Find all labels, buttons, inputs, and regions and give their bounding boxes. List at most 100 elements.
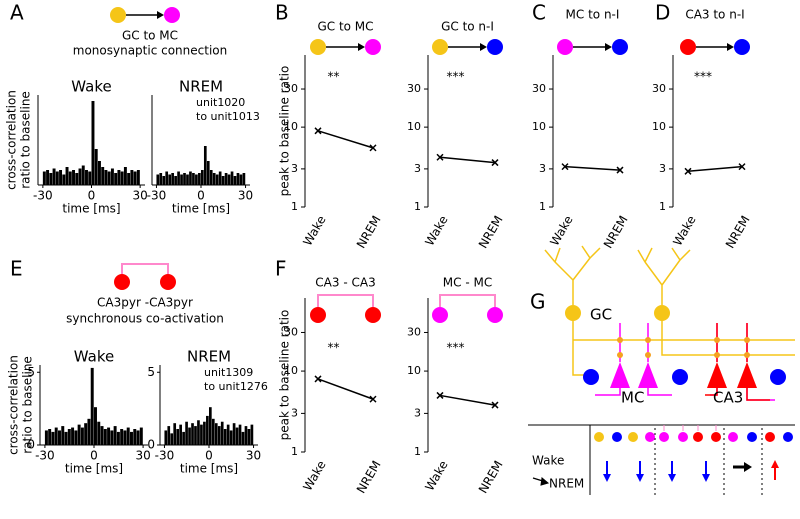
hist-bar [123, 167, 127, 185]
hist-bar [97, 421, 101, 445]
hist-bar [185, 421, 188, 445]
x-tick-label: -30 [147, 189, 167, 203]
link-head [605, 43, 612, 51]
hist-bar [236, 173, 240, 185]
cell-label: MC [621, 389, 644, 407]
mean-line [439, 394, 496, 406]
mean-line [439, 156, 496, 164]
annotation: unit1309 [204, 366, 253, 379]
x-tick-label: NREM [354, 213, 384, 251]
y-tick-label: 30 [407, 325, 421, 338]
mean-line [564, 165, 621, 171]
hist-bar [170, 433, 174, 445]
cell-label: CA3 [713, 389, 743, 407]
hist-bar [194, 426, 197, 445]
y-tick-label: 10 [532, 120, 546, 133]
hist-title: NREM [187, 348, 231, 366]
hist-bar [203, 146, 207, 185]
node [310, 307, 326, 323]
y-tick-label: 1 [414, 445, 421, 458]
x-tick-label: -30 [33, 189, 53, 203]
hist-bar [220, 421, 224, 445]
hist-bar [139, 427, 143, 445]
hist-bar [130, 431, 133, 445]
x-tick-label: -30 [155, 449, 175, 463]
hist-bar [54, 427, 58, 445]
hist-bar [235, 427, 239, 445]
hist-bar [156, 174, 160, 185]
hist-bar [100, 426, 104, 445]
x-tick-label: NREM [354, 458, 384, 496]
hist-bar [88, 171, 92, 185]
hist-bar [218, 171, 222, 185]
hist-bar [46, 170, 50, 185]
cell-label: GC [590, 306, 612, 324]
y-tick-label: 30 [284, 82, 298, 95]
hist-bar [107, 427, 111, 445]
node [310, 39, 326, 55]
x-tick-label: Wake [422, 458, 450, 493]
x-tick-label: 0 [197, 189, 205, 203]
hist-bar [212, 173, 216, 185]
link-head [480, 43, 487, 51]
y-tick-label: 5 [147, 365, 155, 379]
hist-bar [189, 171, 192, 185]
header: synchronous co-activation [66, 312, 224, 326]
hist-bar [230, 171, 234, 185]
hist-bar [215, 174, 219, 185]
hist-bar [165, 171, 169, 185]
hist-bar [90, 367, 94, 445]
hist-bar [168, 174, 172, 185]
hist-bar [227, 174, 231, 185]
hist-bar [101, 167, 105, 185]
hist-bar [217, 426, 221, 445]
hist-bar [179, 424, 182, 445]
y-tick-label: 0 [27, 438, 35, 452]
y-tick-label: 1 [539, 200, 546, 213]
hist-bar [107, 171, 111, 185]
hist-bar [191, 423, 194, 445]
hist-bar [244, 426, 248, 445]
hist-bar [206, 415, 209, 445]
hist-bar [42, 171, 46, 185]
hist-bar [71, 427, 75, 445]
y-tick-label: 3 [291, 406, 298, 419]
x-tick-label: Wake [300, 213, 328, 248]
x-tick-label: NREM [723, 213, 753, 251]
hist-bar [62, 174, 66, 185]
chart-title: MC - MC [443, 276, 492, 290]
hist-bar [110, 430, 114, 445]
hist-bar [209, 407, 212, 445]
hist-bar [94, 149, 98, 185]
hist-bar [195, 174, 198, 185]
hist-bar [206, 161, 210, 185]
y-axis-label: cross-correlation [7, 355, 21, 455]
summary-icons [594, 425, 793, 482]
y-tick-label: 30 [284, 325, 298, 338]
significance: *** [447, 70, 465, 84]
panel-label: F [275, 257, 287, 281]
hist-bar [127, 173, 131, 185]
y-tick-label: 3 [659, 162, 666, 175]
mean-marker [369, 144, 377, 152]
y-tick-label: 10 [407, 120, 421, 133]
x-tick-label: 30 [135, 449, 150, 463]
x-tick-label: Wake [547, 213, 575, 248]
hist-bar [192, 173, 195, 185]
header: GC to MC [122, 29, 178, 43]
x-axis-label: time [ms] [62, 202, 120, 216]
hist-bar [233, 176, 237, 185]
hist-title: Wake [74, 348, 114, 366]
node [432, 307, 448, 323]
y-axis-label: ratio to baseline [19, 91, 33, 189]
y-axis-label: peak to baseline ratio [278, 310, 292, 441]
hist-bar [74, 430, 78, 445]
hist-bar [197, 420, 200, 445]
chart-title: GC to MC [317, 20, 373, 34]
hist-bar [110, 168, 114, 185]
mean-line [317, 130, 374, 149]
hist-bar [200, 424, 203, 445]
hist-bar [48, 429, 52, 445]
hist-bar [44, 430, 48, 445]
